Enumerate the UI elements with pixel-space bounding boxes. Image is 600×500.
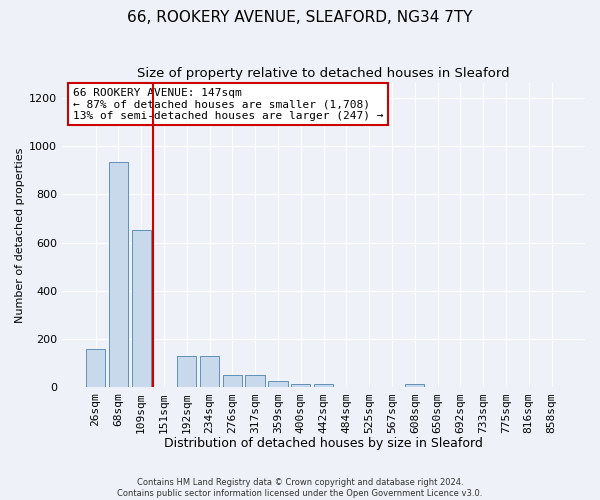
Bar <box>223 376 242 388</box>
Bar <box>314 384 333 388</box>
Bar <box>405 384 424 388</box>
Bar <box>268 380 287 388</box>
Title: Size of property relative to detached houses in Sleaford: Size of property relative to detached ho… <box>137 68 510 80</box>
Bar <box>291 384 310 388</box>
Bar <box>109 162 128 388</box>
Bar <box>245 376 265 388</box>
Text: Contains HM Land Registry data © Crown copyright and database right 2024.
Contai: Contains HM Land Registry data © Crown c… <box>118 478 482 498</box>
Bar <box>86 349 105 388</box>
Text: 66 ROOKERY AVENUE: 147sqm
← 87% of detached houses are smaller (1,708)
13% of se: 66 ROOKERY AVENUE: 147sqm ← 87% of detac… <box>73 88 383 121</box>
Bar <box>131 230 151 388</box>
X-axis label: Distribution of detached houses by size in Sleaford: Distribution of detached houses by size … <box>164 437 483 450</box>
Y-axis label: Number of detached properties: Number of detached properties <box>15 148 25 323</box>
Bar <box>200 356 219 388</box>
Bar <box>177 356 196 388</box>
Text: 66, ROOKERY AVENUE, SLEAFORD, NG34 7TY: 66, ROOKERY AVENUE, SLEAFORD, NG34 7TY <box>127 10 473 25</box>
